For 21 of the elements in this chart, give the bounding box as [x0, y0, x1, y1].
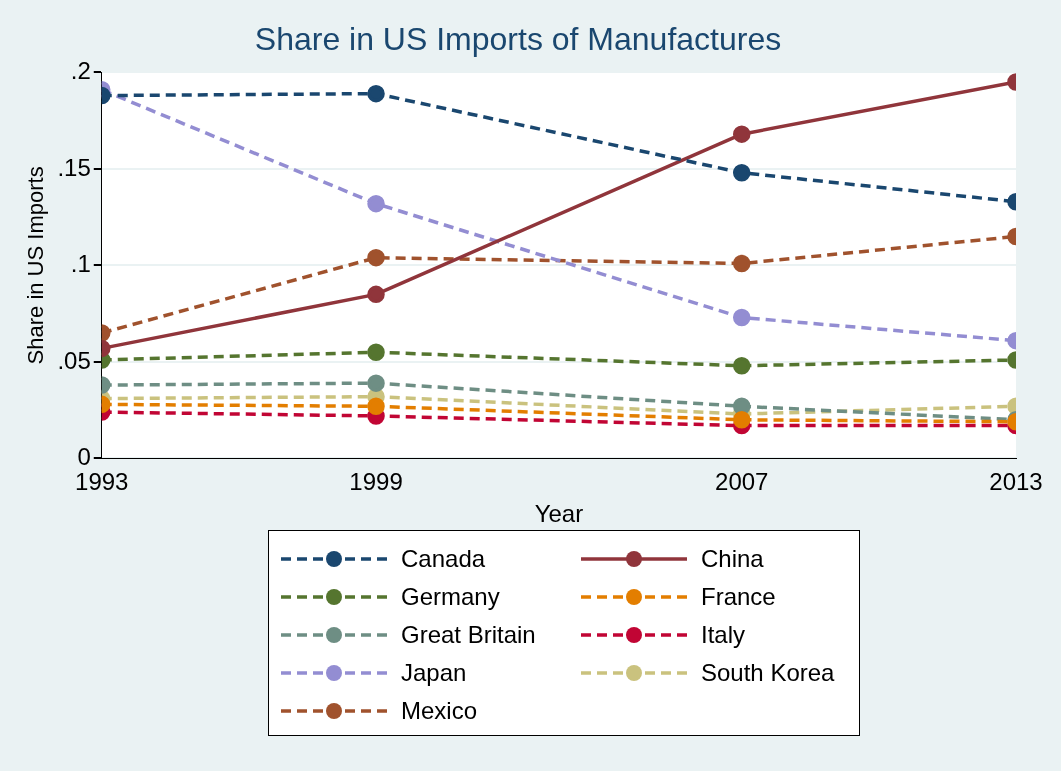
legend-label: Japan	[401, 659, 467, 687]
legend-label: Canada	[401, 545, 486, 573]
legend-label: China	[701, 545, 764, 573]
legend-label: Italy	[701, 621, 746, 649]
y-tick-label: .15	[57, 153, 91, 181]
x-tick-label: 1993	[75, 468, 129, 496]
y-tick-label: .1	[70, 250, 91, 278]
legend-label: Mexico	[401, 697, 478, 725]
y-axis-title: Share in US Imports	[23, 166, 49, 365]
y-tick-label: 0	[77, 443, 91, 471]
chart-title: Share in US Imports of Manufactures	[254, 21, 782, 58]
legend-label: Germany	[401, 583, 500, 611]
legend-label: South Korea	[701, 659, 835, 687]
x-tick-label: 1999	[349, 468, 403, 496]
y-tick-label: .2	[70, 57, 91, 85]
legend-label: Great Britain	[401, 621, 536, 649]
legend-label: France	[701, 583, 776, 611]
x-tick-label: 2013	[989, 468, 1043, 496]
x-axis-title: Year	[534, 500, 584, 528]
y-tick-label: .05	[57, 346, 91, 374]
x-tick-label: 2007	[715, 468, 769, 496]
